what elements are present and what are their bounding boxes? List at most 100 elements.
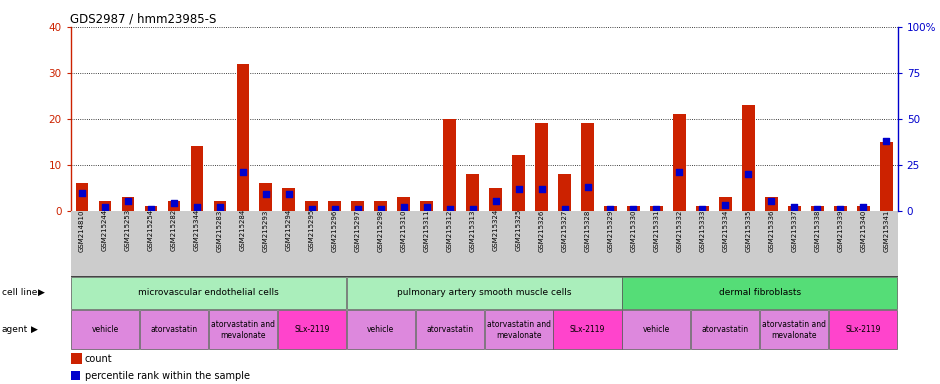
Text: vehicle: vehicle xyxy=(91,325,118,334)
Point xyxy=(603,206,618,212)
Point xyxy=(235,169,250,175)
Bar xyxy=(306,201,318,210)
Point xyxy=(764,198,779,204)
Bar xyxy=(880,142,892,210)
Bar xyxy=(352,201,364,210)
Point xyxy=(787,204,802,210)
Text: dermal fibroblasts: dermal fibroblasts xyxy=(719,288,801,297)
Point xyxy=(695,206,710,212)
Text: GDS2987 / hmm23985-S: GDS2987 / hmm23985-S xyxy=(70,13,217,26)
Point xyxy=(580,184,595,190)
Bar xyxy=(70,371,80,380)
Bar xyxy=(719,197,731,210)
Point xyxy=(327,206,342,212)
Point xyxy=(718,202,733,208)
Bar xyxy=(760,310,828,349)
Point xyxy=(511,185,526,192)
Point xyxy=(305,206,320,212)
Bar xyxy=(535,123,548,210)
Bar xyxy=(691,310,760,349)
Point xyxy=(419,204,434,210)
Point xyxy=(649,206,664,212)
Bar xyxy=(209,310,277,349)
Bar xyxy=(834,206,847,210)
Bar xyxy=(374,201,387,210)
Bar xyxy=(213,201,227,210)
Bar xyxy=(70,353,82,364)
Bar xyxy=(696,206,709,210)
Bar xyxy=(398,197,410,210)
Point xyxy=(258,191,274,197)
Bar xyxy=(829,310,898,349)
Text: atorvastatin: atorvastatin xyxy=(150,325,197,334)
Bar xyxy=(70,276,346,309)
Bar xyxy=(765,197,777,210)
Text: vehicle: vehicle xyxy=(368,325,394,334)
Bar xyxy=(558,174,571,210)
Point xyxy=(189,204,204,210)
Bar xyxy=(604,206,617,210)
Point xyxy=(396,204,411,210)
Text: count: count xyxy=(85,354,112,364)
Point xyxy=(74,190,89,196)
Point xyxy=(534,185,549,192)
Point xyxy=(120,198,135,204)
Text: SLx-2119: SLx-2119 xyxy=(294,325,329,334)
Point xyxy=(488,198,503,204)
Bar xyxy=(191,146,203,210)
Bar xyxy=(70,310,139,349)
Text: pulmonary artery smooth muscle cells: pulmonary artery smooth muscle cells xyxy=(397,288,572,297)
Bar xyxy=(259,183,272,210)
Point xyxy=(144,206,159,212)
Point xyxy=(351,206,366,212)
Text: ▶: ▶ xyxy=(38,288,44,297)
Point xyxy=(557,206,572,212)
Bar xyxy=(484,310,553,349)
Point xyxy=(672,169,687,175)
Bar xyxy=(650,206,663,210)
Bar xyxy=(328,201,341,210)
Bar xyxy=(277,310,346,349)
Point xyxy=(281,191,296,197)
Bar xyxy=(788,206,801,210)
Point xyxy=(879,138,894,144)
Text: vehicle: vehicle xyxy=(643,325,670,334)
Bar xyxy=(75,183,88,210)
Bar xyxy=(237,64,249,210)
Bar xyxy=(282,188,295,210)
Bar xyxy=(673,114,685,210)
Bar xyxy=(145,206,157,210)
Bar xyxy=(415,310,484,349)
Bar xyxy=(420,201,433,210)
Bar xyxy=(512,156,525,210)
Point xyxy=(212,204,227,210)
Text: atorvastatin: atorvastatin xyxy=(426,325,473,334)
Bar xyxy=(444,119,456,210)
Text: microvascular endothelial cells: microvascular endothelial cells xyxy=(138,288,279,297)
Bar xyxy=(627,206,640,210)
Point xyxy=(373,206,388,212)
Bar xyxy=(857,206,870,210)
Bar xyxy=(554,310,621,349)
Point xyxy=(626,206,641,212)
Bar xyxy=(347,276,621,309)
Point xyxy=(98,204,113,210)
Bar xyxy=(489,188,502,210)
Bar xyxy=(581,123,594,210)
Point xyxy=(833,206,848,212)
Bar xyxy=(811,206,823,210)
Text: percentile rank within the sample: percentile rank within the sample xyxy=(85,371,250,381)
Bar xyxy=(742,105,755,210)
Bar xyxy=(622,276,898,309)
Bar xyxy=(466,174,478,210)
Text: atorvastatin and
mevalonate: atorvastatin and mevalonate xyxy=(211,320,274,339)
Bar xyxy=(121,197,134,210)
Bar xyxy=(167,201,180,210)
Point xyxy=(741,171,756,177)
Bar xyxy=(622,310,691,349)
Point xyxy=(809,206,824,212)
Text: atorvastatin and
mevalonate: atorvastatin and mevalonate xyxy=(487,320,551,339)
Point xyxy=(465,206,480,212)
Bar xyxy=(347,310,415,349)
Text: SLx-2119: SLx-2119 xyxy=(570,325,605,334)
